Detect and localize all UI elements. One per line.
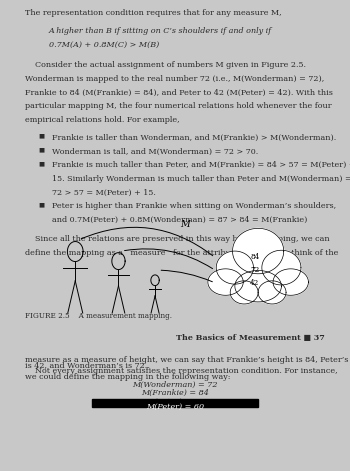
Polygon shape bbox=[216, 251, 253, 284]
Text: The representation condition requires that for any measure M,: The representation condition requires th… bbox=[25, 9, 282, 17]
Text: empirical relations hold. For example,: empirical relations hold. For example, bbox=[25, 116, 180, 124]
Text: Frankie is much taller than Peter, and M(Frankie) = 84 > 57 = M(Peter) +: Frankie is much taller than Peter, and M… bbox=[52, 161, 350, 169]
Text: M(Peter) = 60: M(Peter) = 60 bbox=[146, 402, 204, 410]
Text: 84: 84 bbox=[250, 253, 259, 261]
Text: Since all the relations are preserved in this way by the mapping, we can: Since all the relations are preserved in… bbox=[25, 235, 330, 243]
Text: define the mapping as a    measure    for the attribute. Thus, if we think of th: define the mapping as a measure for the … bbox=[25, 249, 339, 257]
Text: ■: ■ bbox=[38, 147, 45, 153]
Text: ■: ■ bbox=[38, 134, 45, 139]
Text: 72 > 57 = M(Peter) + 15.: 72 > 57 = M(Peter) + 15. bbox=[52, 188, 156, 196]
Text: Consider the actual assignment of numbers M given in Figure 2.5.: Consider the actual assignment of number… bbox=[25, 61, 306, 69]
Text: particular mapping M, the four numerical relations hold whenever the four: particular mapping M, the four numerical… bbox=[25, 102, 332, 110]
Text: M: M bbox=[180, 219, 190, 228]
Text: and 0.7M(Peter) + 0.8M(Wonderman) = 87 > 84 = M(Frankie): and 0.7M(Peter) + 0.8M(Wonderman) = 87 >… bbox=[52, 216, 307, 224]
Text: M(Frankie) = 84: M(Frankie) = 84 bbox=[141, 390, 209, 398]
Text: Not every assignment satisfies the representation condition. For instance,: Not every assignment satisfies the repre… bbox=[25, 367, 338, 375]
Text: Frankie to 84 (M(Frankie) = 84), and Peter to 42 (M(Peter) = 42). With this: Frankie to 84 (M(Frankie) = 84), and Pet… bbox=[25, 89, 333, 97]
Text: measure as a measure of height, we can say that Frankie’s height is 84, Peter’s: measure as a measure of height, we can s… bbox=[25, 356, 349, 364]
Text: is 42, and Wonderman’s is 72.: is 42, and Wonderman’s is 72. bbox=[25, 361, 148, 369]
Polygon shape bbox=[258, 281, 286, 304]
Polygon shape bbox=[235, 270, 281, 302]
Polygon shape bbox=[232, 228, 284, 274]
Text: ■: ■ bbox=[38, 202, 45, 207]
Text: Wonderman is tall, and M(Wonderman) = 72 > 70.: Wonderman is tall, and M(Wonderman) = 72… bbox=[52, 147, 258, 155]
Text: M(Peter) = 60: M(Peter) = 60 bbox=[146, 398, 204, 406]
Polygon shape bbox=[230, 281, 258, 304]
Text: A higher than B if sitting on C’s shoulders if and only if: A higher than B if sitting on C’s should… bbox=[49, 27, 272, 35]
Bar bbox=[92, 399, 258, 406]
Text: we could define the mapping in the following way:: we could define the mapping in the follo… bbox=[25, 373, 231, 381]
Polygon shape bbox=[208, 269, 243, 295]
Text: Peter is higher than Frankie when sitting on Wonderman’s shoulders,: Peter is higher than Frankie when sittin… bbox=[52, 202, 336, 210]
Text: 42: 42 bbox=[250, 279, 259, 287]
Text: FIGURE 2.5    A measurement mapping.: FIGURE 2.5 A measurement mapping. bbox=[25, 312, 172, 320]
Text: Wonderman is mapped to the real number 72 (i.e., M(Wonderman) = 72),: Wonderman is mapped to the real number 7… bbox=[25, 75, 325, 83]
Text: 0.7M(A) + 0.8M(C) > M(B): 0.7M(A) + 0.8M(C) > M(B) bbox=[49, 41, 159, 49]
Polygon shape bbox=[262, 250, 301, 285]
Text: ■: ■ bbox=[38, 161, 45, 166]
Text: The Basics of Measurement ■ 37: The Basics of Measurement ■ 37 bbox=[176, 334, 325, 342]
Text: M(Wonderman) = 72: M(Wonderman) = 72 bbox=[132, 381, 218, 389]
Text: Frankie is taller than Wonderman, and M(Frankie) > M(Wonderman).: Frankie is taller than Wonderman, and M(… bbox=[52, 134, 336, 142]
Text: 72: 72 bbox=[250, 266, 259, 274]
Polygon shape bbox=[273, 269, 308, 295]
Text: 15. Similarly Wonderman is much taller than Peter and M(Wonderman) =: 15. Similarly Wonderman is much taller t… bbox=[52, 175, 350, 183]
